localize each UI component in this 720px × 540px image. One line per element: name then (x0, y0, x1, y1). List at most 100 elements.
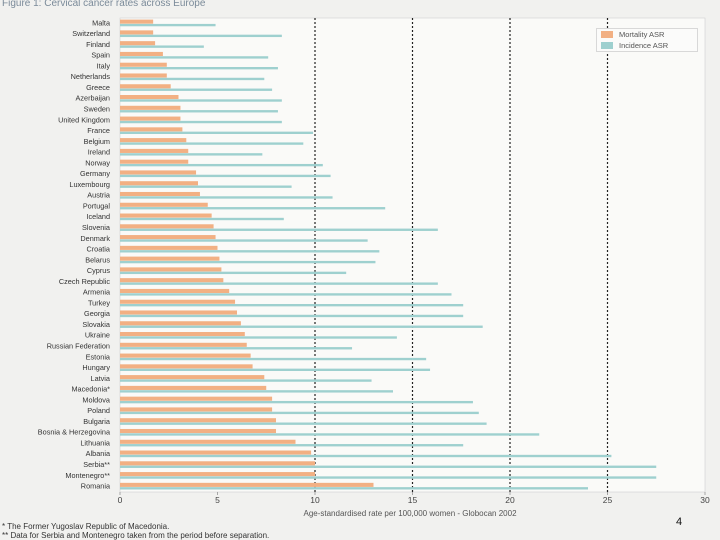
x-tick-label-10: 10 (310, 495, 320, 505)
category-label-poland: Poland (87, 406, 110, 415)
bar-mortality-france (120, 127, 183, 132)
category-label-luxembourg: Luxembourg (69, 180, 110, 189)
bar-mortality-denmark (120, 235, 216, 240)
category-label-italy: Italy (97, 61, 111, 70)
bar-incidence-italy (120, 67, 278, 70)
x-axis-ticks: 0 5 10 15 20 25 30 (118, 492, 710, 505)
bar-incidence-belarus (120, 260, 376, 264)
page-number: 4 (676, 516, 683, 528)
category-label-spain: Spain (91, 51, 110, 60)
category-label-moldova: Moldova (82, 395, 111, 404)
category-label-ireland: Ireland (88, 148, 110, 157)
bar-incidence-bulgaria (120, 422, 487, 425)
legend-swatch-mortality (601, 31, 613, 38)
bar-mortality-netherlands (120, 73, 167, 78)
category-label-france: France (87, 126, 110, 135)
bar-mortality-moldova (120, 396, 273, 401)
bar-mortality-czech-republic (120, 278, 224, 283)
bar-incidence-switzerland (120, 34, 282, 38)
category-label-turkey: Turkey (88, 298, 110, 307)
x-tick-label-20: 20 (505, 495, 515, 505)
category-label-azerbaijan: Azerbaijan (76, 94, 110, 103)
category-label-finland: Finland (86, 40, 110, 49)
legend-label-incidence: Incidence ASR (619, 41, 669, 50)
bar-mortality-hungary (120, 364, 253, 369)
category-label-bosnia-herzegovina: Bosnia & Herzegovina (38, 428, 111, 437)
bar-incidence-hungary (120, 368, 431, 372)
bar-incidence-france (120, 131, 314, 135)
category-label-serbia: Serbia** (83, 460, 110, 469)
bar-mortality-lithuania (120, 439, 296, 444)
category-label-iceland: Iceland (86, 212, 110, 221)
category-label-macedonia: Macedonia* (71, 385, 110, 394)
bar-incidence-estonia (120, 357, 427, 361)
category-label-estonia: Estonia (86, 352, 111, 361)
bar-incidence-luxembourg (120, 185, 292, 188)
bar-incidence-croatia (120, 250, 380, 253)
category-label-bulgaria: Bulgaria (83, 417, 111, 426)
legend-swatch-incidence (601, 42, 613, 49)
bar-mortality-luxembourg (120, 181, 198, 186)
bar-mortality-norway (120, 159, 189, 164)
x-axis-label: Age-standardised rate per 100,000 women … (303, 509, 517, 518)
category-label-denmark: Denmark (80, 234, 110, 243)
bar-mortality-malta (120, 19, 154, 24)
category-label-montenegro: Montenegro** (65, 471, 110, 480)
bar-mortality-portugal (120, 202, 208, 207)
bar-mortality-belgium (120, 138, 187, 143)
bar-incidence-serbia (120, 465, 657, 468)
category-label-switzerland: Switzerland (72, 29, 110, 38)
category-label-austria: Austria (87, 191, 111, 200)
x-tick-label-5: 5 (215, 495, 220, 505)
chart-title: Figure 1: Cervical cancer rates across E… (2, 0, 206, 9)
legend-item-mortality: Mortality ASR (597, 29, 697, 40)
bars (120, 19, 657, 490)
bar-incidence-iceland (120, 217, 284, 221)
category-label-slovenia: Slovenia (82, 223, 111, 232)
bar-incidence-bosnia-herzegovina (120, 433, 540, 436)
category-label-belgium: Belgium (84, 137, 110, 146)
bar-mortality-croatia (120, 245, 218, 250)
bar-mortality-cyprus (120, 267, 222, 272)
category-label-netherlands: Netherlands (71, 72, 111, 81)
bar-incidence-united-kingdom (120, 120, 282, 124)
bar-incidence-norway (120, 163, 323, 167)
bar-mortality-bosnia-herzegovina (120, 428, 276, 434)
bar-mortality-macedonia (120, 385, 267, 390)
bar-incidence-moldova (120, 400, 473, 404)
bar-incidence-russian-federation (120, 347, 353, 350)
bar-mortality-albania (120, 450, 312, 455)
bar-incidence-ukraine (120, 336, 397, 339)
bar-incidence-slovenia (120, 228, 438, 231)
bar-mortality-bulgaria (120, 418, 276, 423)
x-tick-label-0: 0 (118, 495, 123, 505)
category-label-norway: Norway (85, 158, 110, 167)
category-label-greece: Greece (86, 83, 110, 92)
bar-mortality-georgia (120, 310, 237, 315)
footnote-serbia-montenegro: ** Data for Serbia and Montenegro taken … (2, 531, 270, 540)
bar-mortality-montenegro (120, 472, 315, 477)
bar-incidence-georgia (120, 314, 464, 318)
bar-mortality-belarus (120, 256, 220, 261)
bar-mortality-italy (120, 62, 167, 67)
category-label-ukraine: Ukraine (85, 331, 110, 340)
bar-mortality-slovenia (120, 224, 214, 229)
bar-mortality-austria (120, 191, 200, 197)
category-label-czech-republic: Czech Republic (59, 277, 110, 286)
bar-incidence-ireland (120, 153, 263, 156)
category-label-slovakia: Slovakia (82, 320, 111, 329)
bar-incidence-czech-republic (120, 282, 438, 285)
bar-incidence-germany (120, 174, 331, 178)
x-tick-label-30: 30 (700, 495, 710, 505)
bar-mortality-serbia (120, 461, 315, 466)
footnote-macedonia: * The Former Yugoslav Republic of Macedo… (2, 522, 170, 531)
bar-mortality-iceland (120, 213, 212, 218)
category-label-malta: Malta (92, 18, 111, 27)
bar-mortality-latvia (120, 375, 265, 380)
bar-incidence-malta (120, 23, 216, 27)
bar-mortality-united-kingdom (120, 116, 181, 121)
category-label-sweden: Sweden (84, 105, 110, 114)
bar-incidence-turkey (120, 304, 464, 307)
bar-mortality-sweden (120, 105, 181, 110)
